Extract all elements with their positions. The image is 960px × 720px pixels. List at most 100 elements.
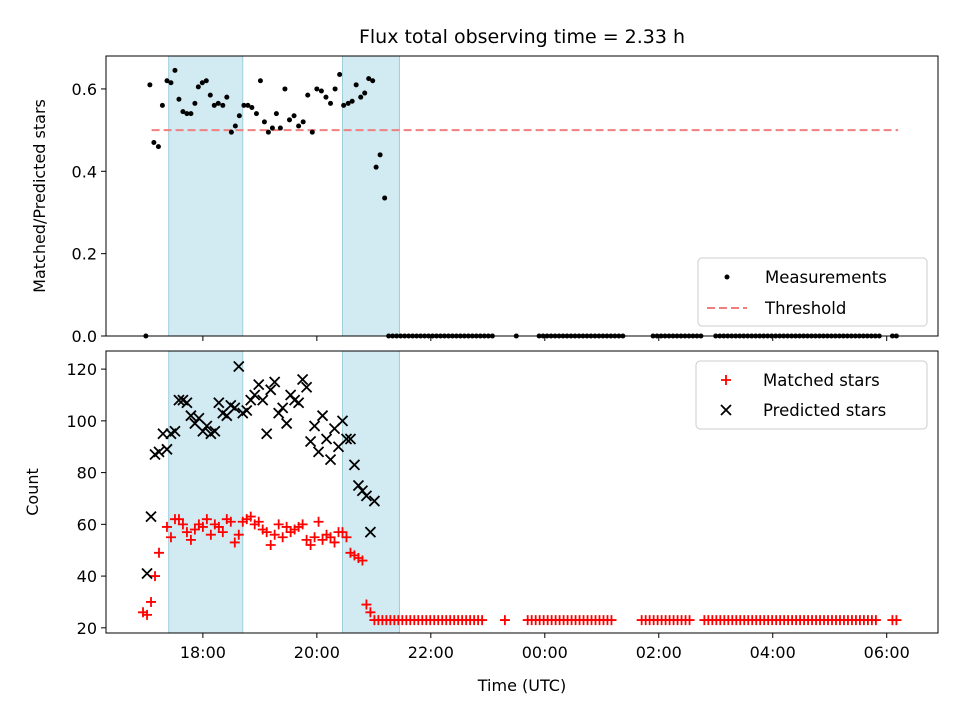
predicted-star-point: [296, 373, 309, 386]
matched-star-point: [153, 547, 164, 558]
matched-star-point: [891, 615, 902, 626]
measurement-point: [300, 119, 306, 125]
top-y-ticks: 0.0 0.2 0.4 0.6: [72, 80, 106, 346]
top-shaded-spans: [168, 56, 400, 336]
measurement-point: [349, 98, 355, 104]
measurement-point: [215, 100, 221, 106]
top-shaded-span-0: [168, 56, 243, 336]
measurement-point: [236, 113, 242, 119]
predicted-star-point: [181, 397, 193, 409]
matched-star-point: [301, 534, 312, 545]
legend-measurements-label: Measurements: [765, 268, 887, 287]
matched-star-point: [150, 571, 161, 582]
bot-x-tick-label: 22:00: [408, 643, 454, 662]
measurement-point: [362, 90, 368, 96]
bottom-panel: 20 40 60 80 100 120 18:00 20:00 22:00 00:00 02:00…: [23, 350, 939, 662]
bot-shaded-span-0: [168, 351, 243, 633]
measurement-point: [358, 94, 364, 100]
legend-predicted-marker: [720, 404, 732, 416]
measurement-point: [265, 129, 271, 135]
predicted-star-point: [229, 402, 241, 414]
measurement-point: [377, 152, 383, 158]
bottom-y-ticks: 20 40 60 80 100 120: [66, 360, 106, 638]
bottom-legend-box: [695, 360, 928, 430]
matched-star-point: [684, 615, 695, 626]
legend-threshold-label: Threshold: [764, 299, 846, 318]
measurement-point: [245, 102, 251, 108]
measurement-point: [257, 78, 263, 84]
measurement-point: [192, 100, 198, 106]
bot-x-tick-label: 02:00: [636, 643, 682, 662]
matched-star-point: [361, 599, 372, 610]
measurement-point: [207, 92, 213, 98]
matched-star-point: [317, 534, 328, 545]
bot-x-tick-label: 20:00: [294, 643, 340, 662]
top-y-tick-label: 0.4: [72, 162, 97, 181]
measurement-point: [228, 129, 234, 135]
bot-y-tick-label: 60: [77, 515, 97, 534]
top-y-tick-label: 0.0: [72, 327, 97, 346]
measurement-point: [188, 111, 194, 117]
predicted-star-point: [300, 381, 313, 393]
top-x-ticks: [202, 336, 888, 341]
matched-star-point: [165, 532, 176, 543]
matched-star-point: [606, 615, 617, 626]
legend-measurement-marker: [724, 274, 730, 280]
top-y-tick-label: 0.6: [72, 80, 97, 99]
predicted-star-point: [261, 428, 273, 440]
legend-matched-label: Matched stars: [763, 371, 880, 390]
measurement-point: [341, 102, 347, 108]
predicted-star-point: [173, 394, 185, 406]
predicted-star-point: [233, 360, 245, 373]
measurement-point: [172, 67, 178, 73]
predicted-star-point: [145, 510, 157, 523]
measurement-point: [199, 80, 205, 86]
matched-star-point: [201, 514, 212, 525]
top-legend-box: [697, 257, 928, 327]
matched-star-point: [305, 540, 316, 551]
matched-star-point: [189, 524, 200, 535]
matched-star-point: [329, 537, 340, 548]
predicted-star-point: [265, 384, 277, 396]
matched-star-point: [229, 537, 240, 548]
predicted-star-point: [169, 425, 181, 437]
matched-star-point: [261, 527, 272, 538]
predicted-star-point: [304, 435, 317, 448]
predicted-star-point: [340, 433, 353, 445]
predicted-star-point: [281, 417, 293, 430]
measurement-point: [345, 100, 351, 106]
legend-matched-marker: [721, 375, 731, 385]
measurement-point: [370, 78, 376, 84]
matched-star-point: [185, 534, 196, 545]
matched-star-point: [146, 596, 157, 607]
matched-star-point: [213, 521, 224, 532]
bottom-x-ticks: 18:00 20:00 22:00 00:00 02:00 04:00 06:00: [180, 633, 910, 662]
predicted-star-point: [348, 459, 361, 471]
predicted-star-point: [257, 394, 269, 406]
measurement-point: [147, 82, 153, 88]
predicted-star-point: [213, 397, 225, 409]
matched-star-point: [281, 521, 292, 532]
matched-star-point: [297, 519, 308, 530]
measurement-point: [261, 119, 267, 125]
bot-y-tick-label: 100: [66, 412, 97, 431]
measurement-point: [382, 195, 388, 201]
measurement-point: [164, 78, 170, 84]
top-y-axis-label: Matched/Predicted stars: [30, 99, 49, 293]
measurement-point: [184, 111, 190, 117]
bot-x-tick-label: 00:00: [522, 643, 568, 662]
top-axes-frame: [105, 55, 939, 337]
bot-y-tick-label: 40: [77, 567, 97, 586]
bot-x-tick-label: 04:00: [750, 643, 796, 662]
measurement-point: [155, 144, 161, 150]
predicted-star-point: [368, 495, 381, 507]
matched-star-point: [265, 540, 276, 551]
measurement-point: [305, 92, 311, 98]
measurement-point: [328, 100, 334, 106]
matched-star-point: [269, 529, 280, 540]
bot-y-tick-label: 20: [77, 619, 97, 638]
predicted-star-point: [316, 410, 329, 422]
matched-star-point: [277, 532, 288, 543]
bot-x-tick-label: 06:00: [864, 643, 910, 662]
